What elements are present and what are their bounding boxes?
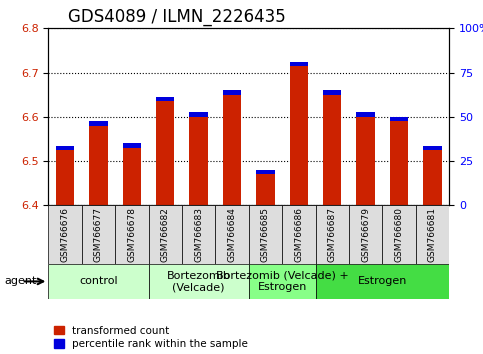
Bar bbox=[56, 145, 74, 150]
Bar bbox=[89, 121, 108, 205]
Bar bbox=[189, 113, 208, 205]
Text: GSM766679: GSM766679 bbox=[361, 207, 370, 262]
Bar bbox=[390, 117, 408, 121]
Text: GSM766678: GSM766678 bbox=[128, 207, 136, 262]
Text: GSM766677: GSM766677 bbox=[94, 207, 103, 262]
Bar bbox=[56, 145, 74, 205]
Bar bbox=[423, 145, 441, 205]
Bar bbox=[48, 205, 82, 264]
Bar bbox=[149, 264, 249, 299]
Bar bbox=[215, 205, 249, 264]
Bar bbox=[156, 97, 174, 205]
Bar bbox=[282, 205, 315, 264]
Bar bbox=[256, 170, 275, 175]
Text: Bortezomib
(Velcade): Bortezomib (Velcade) bbox=[167, 270, 230, 292]
Bar bbox=[189, 113, 208, 117]
Text: GSM766683: GSM766683 bbox=[194, 207, 203, 262]
Bar bbox=[356, 113, 375, 117]
Bar bbox=[123, 143, 141, 148]
Text: GSM766686: GSM766686 bbox=[294, 207, 303, 262]
Bar bbox=[290, 62, 308, 66]
Bar bbox=[323, 90, 341, 205]
Text: GSM766681: GSM766681 bbox=[428, 207, 437, 262]
Text: Bortezomib (Velcade) +
Estrogen: Bortezomib (Velcade) + Estrogen bbox=[216, 270, 349, 292]
Bar bbox=[123, 143, 141, 205]
Text: Estrogen: Estrogen bbox=[358, 276, 407, 286]
Bar bbox=[323, 90, 341, 95]
Bar bbox=[416, 205, 449, 264]
Bar bbox=[349, 205, 383, 264]
Text: GSM766676: GSM766676 bbox=[60, 207, 70, 262]
Text: GSM766682: GSM766682 bbox=[161, 207, 170, 262]
Bar bbox=[182, 205, 215, 264]
Text: agent: agent bbox=[5, 276, 37, 286]
Bar bbox=[89, 121, 108, 126]
Bar bbox=[290, 62, 308, 205]
Text: GSM766680: GSM766680 bbox=[395, 207, 404, 262]
Text: GDS4089 / ILMN_2226435: GDS4089 / ILMN_2226435 bbox=[69, 8, 286, 25]
Bar bbox=[383, 205, 416, 264]
Bar bbox=[156, 97, 174, 101]
Bar bbox=[249, 205, 282, 264]
Bar bbox=[356, 113, 375, 205]
Bar bbox=[82, 205, 115, 264]
Bar bbox=[115, 205, 149, 264]
Bar bbox=[315, 205, 349, 264]
Bar bbox=[48, 264, 149, 299]
Text: GSM766684: GSM766684 bbox=[227, 207, 237, 262]
Text: GSM766687: GSM766687 bbox=[328, 207, 337, 262]
Bar bbox=[423, 145, 441, 150]
Text: control: control bbox=[79, 276, 118, 286]
Bar bbox=[256, 170, 275, 205]
Bar bbox=[390, 117, 408, 205]
Bar bbox=[223, 90, 241, 95]
Bar bbox=[315, 264, 449, 299]
Legend: transformed count, percentile rank within the sample: transformed count, percentile rank withi… bbox=[54, 326, 248, 349]
Bar bbox=[149, 205, 182, 264]
Bar bbox=[223, 90, 241, 205]
Text: GSM766685: GSM766685 bbox=[261, 207, 270, 262]
Bar bbox=[249, 264, 315, 299]
